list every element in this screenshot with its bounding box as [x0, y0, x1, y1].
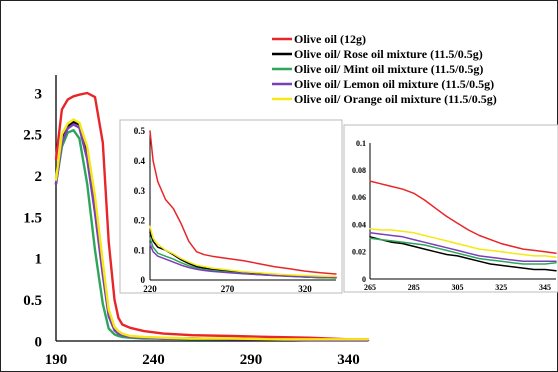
- y-tick-label: 0.5: [23, 293, 42, 309]
- series-line-0: [369, 180, 557, 254]
- series-line-3: [369, 232, 557, 263]
- x-tick-label: 345: [539, 283, 551, 292]
- legend-label-2: Olive oil/ Mint oil mixture (11.5/0.5g): [294, 62, 483, 76]
- y-tick-label: 0.02: [352, 248, 366, 257]
- y-tick-label: 1.5: [23, 210, 42, 226]
- series-line-1: [369, 236, 557, 272]
- y-tick-label: 0.3: [134, 186, 146, 196]
- y-tick-label: 0: [141, 275, 146, 285]
- inset-chart-2: 0 0.02 0.04 0.06 0.08 0.1 265 285 305 325 345: [352, 139, 557, 292]
- x-tick-label: 220: [143, 284, 157, 294]
- y-tick-label: 1: [35, 252, 43, 268]
- series-line-0: [54, 91, 370, 341]
- x-tick-label: 285: [408, 283, 420, 292]
- x-tick-label: 340: [337, 352, 360, 368]
- y-tick-label: 0.1: [356, 139, 366, 148]
- y-tick-label: 0: [35, 334, 43, 350]
- x-tick-label: 320: [298, 284, 312, 294]
- series-line-4: [369, 227, 557, 258]
- series-line-0: [149, 130, 337, 275]
- x-tick-label: 270: [221, 284, 235, 294]
- legend-label-3: Olive oil/ Lemon oil mixture (11.5/0.5g): [294, 77, 494, 91]
- series-line-3: [149, 243, 337, 279]
- y-tick-label: 0.06: [352, 193, 366, 202]
- y-tick-label: 2.5: [23, 128, 42, 144]
- inset-chart-2-frame: [343, 124, 558, 293]
- y-tick-label: 0.2: [134, 216, 146, 226]
- legend-label-4: Olive oil/ Orange oil mixture (11.5/0.5g…: [294, 92, 497, 106]
- x-tick-label: 240: [142, 352, 165, 368]
- x-tick-label: 325: [495, 283, 507, 292]
- inset-1-border: [119, 119, 343, 294]
- legend-label-0: Olive oil (12g): [294, 32, 366, 46]
- legend: Olive oil (12g)Olive oil/ Rose oil mixtu…: [272, 32, 497, 106]
- x-tick-label: 265: [364, 283, 376, 292]
- y-tick-label: 0.04: [352, 220, 366, 229]
- x-tick-label: 290: [240, 352, 263, 368]
- main-absorbance-chart: 0 0.5 1 1.5 2 2.5 3 190 240 290 340: [23, 75, 370, 368]
- x-tick-label: 305: [452, 283, 464, 292]
- series-line-4: [149, 225, 337, 278]
- y-tick-label: 0.5: [134, 126, 146, 136]
- y-tick-label: 0.1: [134, 245, 146, 255]
- x-tick-label: 190: [45, 352, 68, 368]
- y-tick-label: 2: [35, 169, 43, 185]
- series-line-2: [369, 237, 557, 265]
- legend-label-1: Olive oil/ Rose oil mixture (11.5/0.5g): [294, 47, 483, 61]
- series-line-4: [54, 118, 370, 341]
- inset-2-border: [343, 124, 558, 293]
- y-tick-label: 0: [362, 275, 366, 284]
- y-tick-label: 3: [35, 86, 43, 102]
- inset-chart-1-frame: [119, 119, 343, 294]
- y-tick-label: 0.08: [352, 166, 366, 175]
- inset-chart-1: 0 0.1 0.2 0.3 0.4 0.5 220 270 320: [134, 126, 337, 294]
- y-tick-label: 0.4: [134, 156, 146, 166]
